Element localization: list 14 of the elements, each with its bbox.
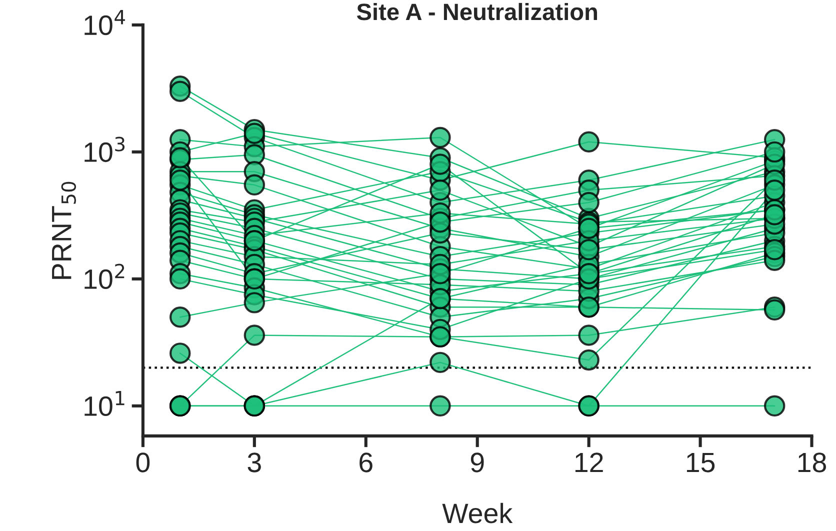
x-tick-label: 9 (470, 452, 484, 472)
chart-title: Site A - Neutralization (356, 2, 598, 20)
x-tick-label: 6 (360, 452, 372, 472)
x-tick-label: 15 (686, 452, 715, 472)
x-tick-label: 12 (575, 452, 603, 472)
x-axis-title: Week (442, 502, 513, 524)
x-tick-label: 18 (798, 452, 826, 472)
x-tick-label: 3 (248, 452, 261, 472)
y-tick-label: 10$^{4}$ (84, 10, 125, 36)
y-tick-label: 10$^{1}$ (84, 390, 124, 416)
x-tick-label: 0 (136, 452, 150, 472)
y-axis-title: PRNT$_{50}$ (52, 182, 76, 279)
y-tick-label: 10$^{3}$ (84, 136, 125, 162)
y-tick-label: 10$^{2}$ (84, 264, 124, 290)
